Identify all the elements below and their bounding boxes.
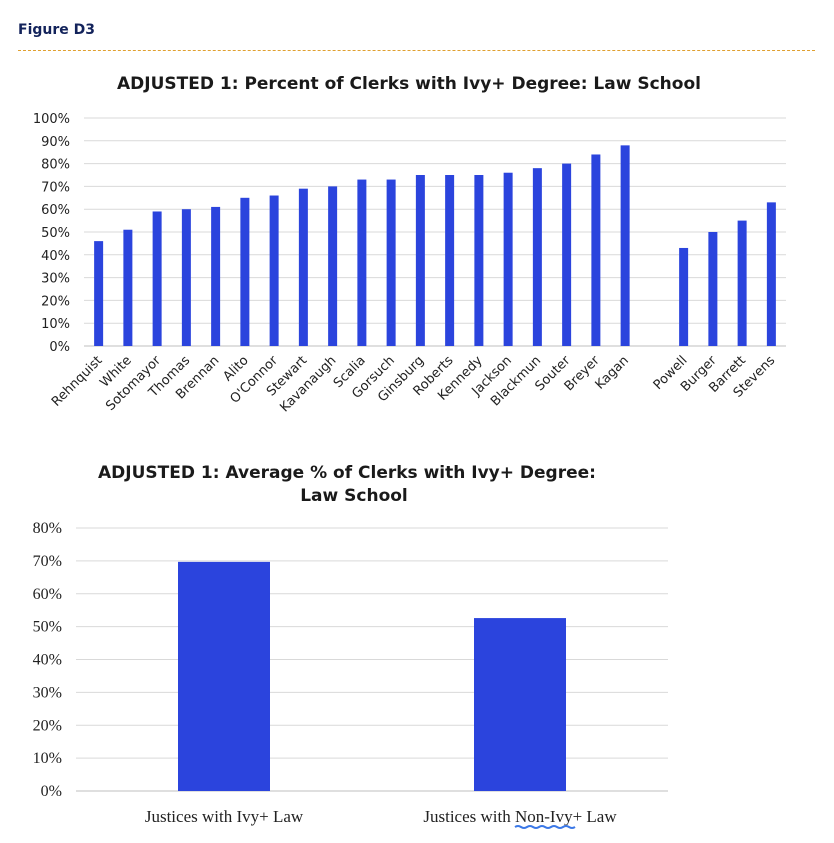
chart1-bar [679,247,689,346]
chart1-bar [94,241,104,346]
chart1-ytick-label: 90% [41,135,70,150]
chart2-category-label: Justices with Non-Ivy+ Law [423,807,617,826]
chart2-ytick-label: 60% [33,586,62,603]
chart1-ytick-label: 40% [41,249,70,264]
chart1-ytick-label: 10% [41,317,70,332]
chart1-bar [766,202,776,346]
chart2-ytick-label: 70% [33,553,62,570]
chart-percent-by-justice: ADJUSTED 1: Percent of Clerks with Ivy+ … [33,74,786,415]
chart1-bar [181,209,191,346]
chart1-ytick-label: 100% [33,112,70,127]
chart1-bar [152,211,162,346]
chart2-ytick-label: 20% [33,717,62,734]
chart1-bar [532,168,542,346]
chart2-bar [474,618,566,791]
chart1-bar [415,175,425,346]
chart1-bar [737,220,747,346]
spellcheck-underline [514,825,576,829]
chart1-bar [123,229,133,346]
chart1-ytick-label: 50% [41,226,70,241]
chart1-bar [328,186,338,346]
chart1-bar [503,172,513,346]
chart1-bar [211,206,221,346]
chart1-bar [445,175,455,346]
chart1-ytick-label: 60% [41,203,70,218]
chart1-bar [240,197,250,346]
chart1-ytick-label: 20% [41,294,70,309]
chart1-bar [357,179,367,346]
chart1-ytick-label: 0% [49,340,70,355]
chart2-ytick-label: 80% [33,520,62,537]
chart2-title-line2: Law School [300,486,408,506]
chart1-bar [474,175,484,346]
figure-divider [18,50,815,51]
chart2-ytick-label: 0% [41,783,62,800]
chart1-title: ADJUSTED 1: Percent of Clerks with Ivy+ … [117,74,701,94]
chart1-bar [708,232,718,346]
chart2-ytick-label: 50% [33,619,62,636]
chart1-bar [591,154,601,346]
chart2-category-label: Justices with Ivy+ Law [145,807,304,826]
chart2-ytick-label: 30% [33,684,62,701]
chart1-bar [298,188,308,346]
chart2-bar [178,561,270,791]
chart1-bar [269,195,279,346]
chart1-bar [620,145,630,346]
chart1-ytick-label: 70% [41,180,70,195]
chart1-bar [562,163,572,346]
chart2-ytick-label: 40% [33,652,62,669]
chart1-ytick-label: 80% [41,158,70,173]
chart1-ytick-label: 30% [41,272,70,287]
figure-label: Figure D3 [18,22,95,38]
chart2-title-line1: ADJUSTED 1: Average % of Clerks with Ivy… [98,463,596,483]
chart1-bar [386,179,396,346]
chart2-ytick-label: 10% [33,750,62,767]
